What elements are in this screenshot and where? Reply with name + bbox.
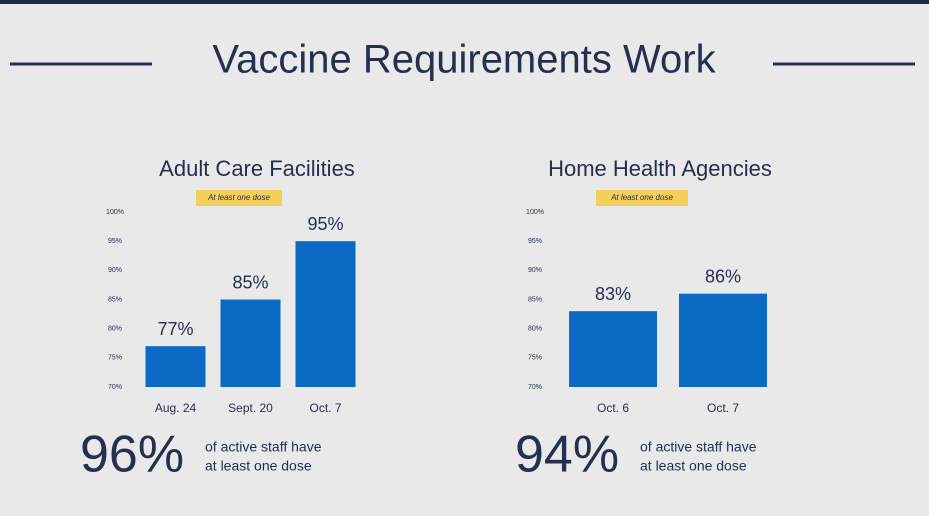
callout-number: 94% <box>515 426 619 484</box>
y-tick-label: 80% <box>528 326 542 333</box>
bar <box>145 346 206 387</box>
y-tick-label: 95% <box>108 238 122 245</box>
value-label: 86% <box>705 266 741 286</box>
bar <box>220 299 281 387</box>
value-label: 77% <box>157 319 193 339</box>
x-tick-label: Oct. 6 <box>597 401 629 415</box>
annotation-badge <box>196 190 282 206</box>
bar <box>569 311 657 387</box>
chart-title: Home Health Agencies <box>548 156 772 181</box>
y-tick-label: 100% <box>526 209 544 216</box>
annotation-badge <box>596 190 688 206</box>
callout-text: at least one dose <box>640 458 747 474</box>
callout-text: of active staff have <box>640 439 757 455</box>
x-tick-label: Sept. 20 <box>228 401 273 415</box>
y-tick-label: 95% <box>528 238 542 245</box>
callout-text: of active staff have <box>205 439 322 455</box>
value-label: 95% <box>307 214 343 234</box>
y-tick-label: 85% <box>528 296 542 303</box>
y-tick-label: 90% <box>108 267 122 274</box>
annotation: At least one dose <box>207 193 270 202</box>
bar <box>679 293 767 387</box>
slide-title: Vaccine Requirements Work <box>212 38 716 82</box>
y-tick-label: 70% <box>528 384 542 391</box>
value-label: 85% <box>232 272 268 292</box>
y-tick-label: 70% <box>108 384 122 391</box>
y-tick-label: 100% <box>106 209 124 216</box>
y-tick-label: 90% <box>528 267 542 274</box>
top-bar <box>0 0 929 4</box>
y-tick-label: 75% <box>528 355 542 362</box>
chart-title: Adult Care Facilities <box>159 156 355 181</box>
y-tick-label: 85% <box>108 296 122 303</box>
y-tick-label: 75% <box>108 355 122 362</box>
callout-text: at least one dose <box>205 458 312 474</box>
x-tick-label: Oct. 7 <box>309 401 341 415</box>
x-tick-label: Aug. 24 <box>155 401 197 415</box>
bar <box>295 241 356 387</box>
x-tick-label: Oct. 7 <box>707 401 739 415</box>
annotation: At least one dose <box>610 193 673 202</box>
value-label: 83% <box>595 284 631 304</box>
callout-number: 96% <box>80 426 184 484</box>
y-tick-label: 80% <box>108 326 122 333</box>
